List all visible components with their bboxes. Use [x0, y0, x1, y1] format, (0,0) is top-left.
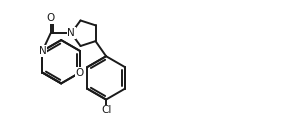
Text: N: N — [38, 46, 46, 56]
Text: O: O — [46, 13, 55, 23]
Text: N: N — [67, 28, 75, 38]
Text: Cl: Cl — [101, 105, 111, 115]
Text: O: O — [76, 68, 84, 78]
